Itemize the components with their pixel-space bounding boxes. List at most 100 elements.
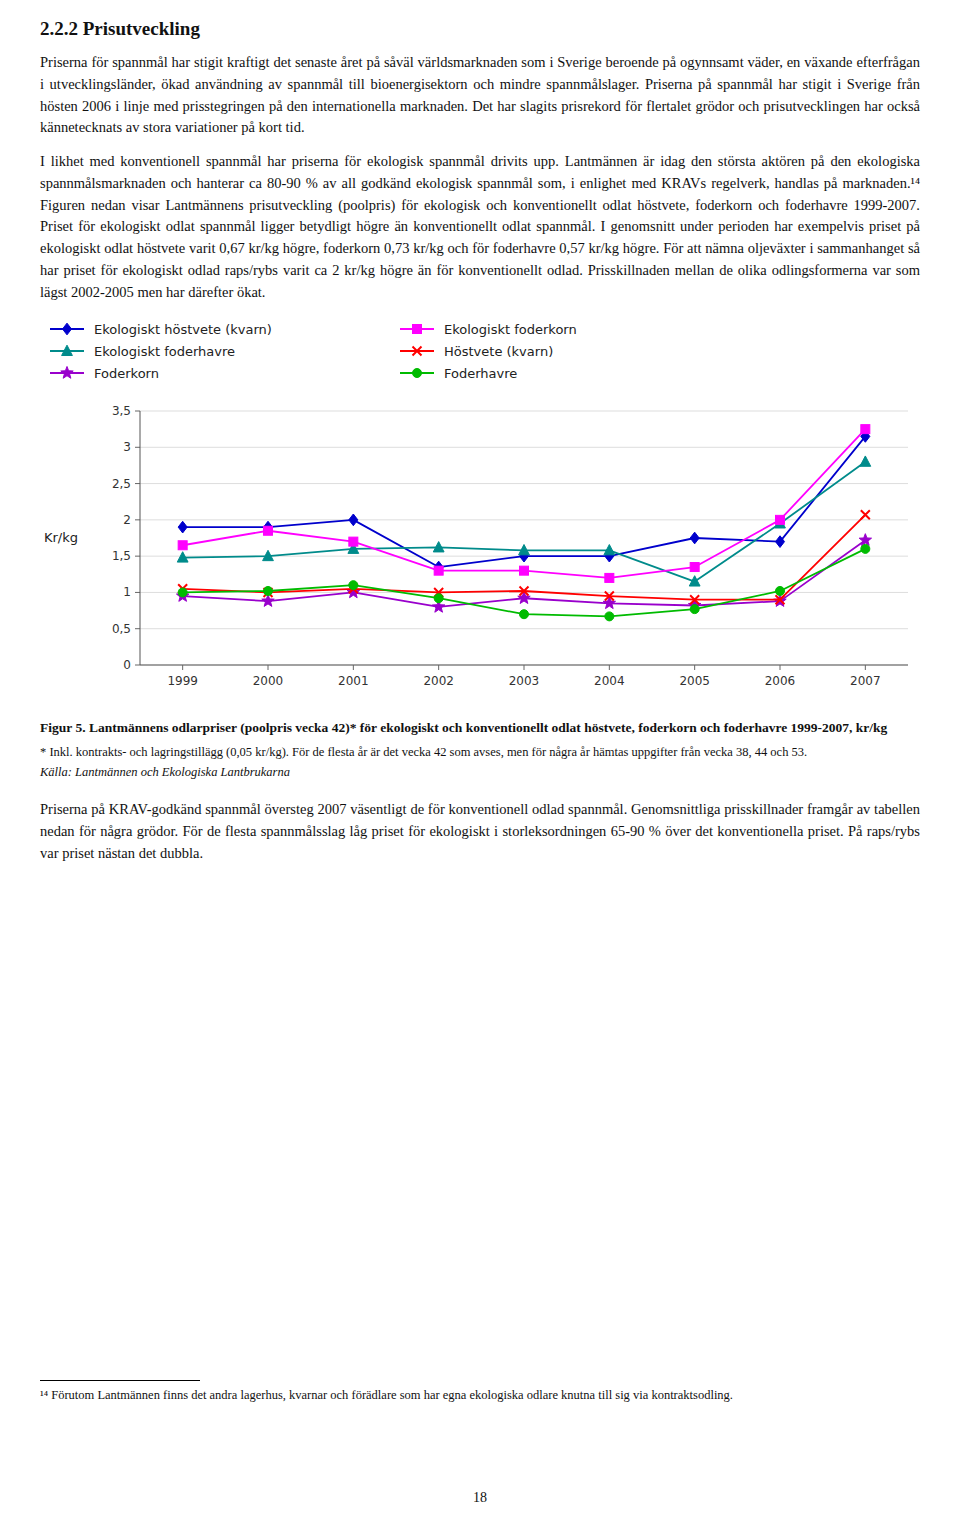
x-tick — [694, 665, 695, 670]
data-point — [859, 534, 871, 546]
data-point — [605, 612, 614, 621]
legend-swatch-marker — [62, 345, 73, 355]
series-line — [183, 437, 866, 568]
x-tick — [609, 665, 610, 670]
chart: 00,511,522,533,5199920002001200220032004… — [40, 315, 920, 715]
series — [178, 545, 870, 621]
data-point — [690, 532, 699, 544]
data-point — [518, 592, 530, 604]
y-tick — [135, 592, 140, 593]
chart-svg: 00,511,522,533,5199920002001200220032004… — [40, 315, 920, 715]
y-tick — [135, 483, 140, 484]
data-point — [178, 588, 187, 597]
data-point — [605, 592, 614, 601]
legend-item: Höstvete (kvarn) — [400, 344, 553, 359]
x-tick — [182, 665, 183, 670]
data-point — [861, 425, 870, 434]
data-point — [689, 576, 700, 586]
x-tick — [780, 665, 781, 670]
x-tick — [438, 665, 439, 670]
series-line — [183, 429, 866, 578]
data-point — [690, 563, 699, 572]
legend-swatch-marker — [61, 367, 73, 379]
series-line — [183, 515, 866, 600]
data-point — [520, 587, 529, 596]
data-point — [690, 605, 699, 614]
x-tick — [524, 665, 525, 670]
data-point — [861, 511, 870, 520]
data-point — [434, 594, 443, 603]
x-tick-label: 2006 — [765, 674, 796, 688]
y-tick — [135, 520, 140, 521]
x-tick — [268, 665, 269, 670]
data-point — [263, 551, 274, 561]
data-point — [604, 545, 615, 555]
y-tick-label: 0 — [123, 658, 131, 672]
paragraph: I likhet med konventionell spannmål har … — [40, 151, 920, 303]
data-point — [776, 595, 785, 604]
legend-item: Foderhavre — [400, 366, 517, 381]
series — [178, 431, 870, 573]
y-tick-label: 1,5 — [112, 549, 131, 563]
data-point — [860, 456, 871, 466]
legend-item: Ekologiskt foderhavre — [50, 344, 235, 359]
grid-line — [140, 447, 908, 448]
page-body: {"heading": "2.2.2 Prisutveckling", "par… — [0, 0, 960, 1525]
data-point — [178, 522, 187, 534]
data-point — [520, 566, 529, 575]
legend-swatch-marker — [413, 325, 422, 334]
legend-item: Ekologiskt foderkorn — [400, 322, 577, 337]
legend-label: Ekologiskt foderkorn — [444, 322, 577, 337]
y-tick — [135, 665, 140, 666]
y-tick — [135, 556, 140, 557]
footnote-area: ¹⁴ Förutom Lantmännen finns det andra la… — [40, 1380, 920, 1405]
data-point — [177, 552, 188, 562]
x-tick-label: 1999 — [167, 674, 198, 688]
y-tick-label: 1 — [123, 586, 131, 600]
legend-label: Ekologiskt foderhavre — [94, 344, 235, 359]
paragraphs: Priserna för spannmål har stigit kraftig… — [40, 52, 920, 303]
caption: Figur 5. Lantmännens odlarpriser (poolpr… — [40, 719, 920, 738]
data-point — [605, 574, 614, 583]
data-point — [861, 545, 870, 554]
y-tick — [135, 628, 140, 629]
footnotes: ¹⁴ Förutom Lantmännen finns det andra la… — [40, 1387, 920, 1405]
x-tick-label: 2003 — [509, 674, 540, 688]
y-tick-label: 0,5 — [112, 622, 131, 636]
data-point — [264, 526, 273, 535]
heading: 2.2.2 Prisutveckling — [40, 18, 920, 40]
data-point — [519, 545, 530, 555]
figure-note: * Inkl. kontrakts- och lagringstillägg (… — [40, 744, 920, 762]
legend-item: Ekologiskt höstvete (kvarn) — [50, 322, 272, 337]
x-tick-label: 2001 — [338, 674, 369, 688]
grid-line — [140, 411, 908, 412]
x-tick-label: 2007 — [850, 674, 881, 688]
y-tick — [135, 411, 140, 412]
series-line — [183, 540, 866, 607]
legend-label: Foderhavre — [444, 366, 517, 381]
legend-label: Höstvete (kvarn) — [444, 344, 553, 359]
legend-label: Foderkorn — [94, 366, 159, 381]
data-point — [433, 542, 444, 552]
series-line — [183, 549, 866, 616]
paragraph: Priserna för spannmål har stigit kraftig… — [40, 52, 920, 139]
y-tick-label: 2,5 — [112, 477, 131, 491]
y-axis-label: Kr/kg — [44, 530, 78, 545]
y-tick-label: 3 — [123, 441, 131, 455]
legend-label: Ekologiskt höstvete (kvarn) — [94, 322, 272, 337]
figure-notes: * Inkl. kontrakts- och lagringstillägg (… — [40, 744, 920, 781]
legend-swatch-marker — [413, 369, 422, 378]
data-point — [603, 597, 615, 609]
data-point — [178, 541, 187, 550]
legend-swatch-marker — [63, 323, 72, 335]
closing-paragraphs: Priserna på KRAV-godkänd spannmål överst… — [40, 799, 920, 864]
data-point — [349, 537, 358, 546]
plot-area — [176, 425, 871, 621]
x-tick — [353, 665, 354, 670]
y-tick-label: 2 — [123, 513, 131, 527]
y-axis: 00,511,522,533,5 — [112, 404, 908, 672]
legend-swatch-marker — [413, 347, 422, 356]
data-point — [776, 536, 785, 548]
series-line — [183, 462, 866, 582]
y-axis-line — [140, 411, 141, 665]
